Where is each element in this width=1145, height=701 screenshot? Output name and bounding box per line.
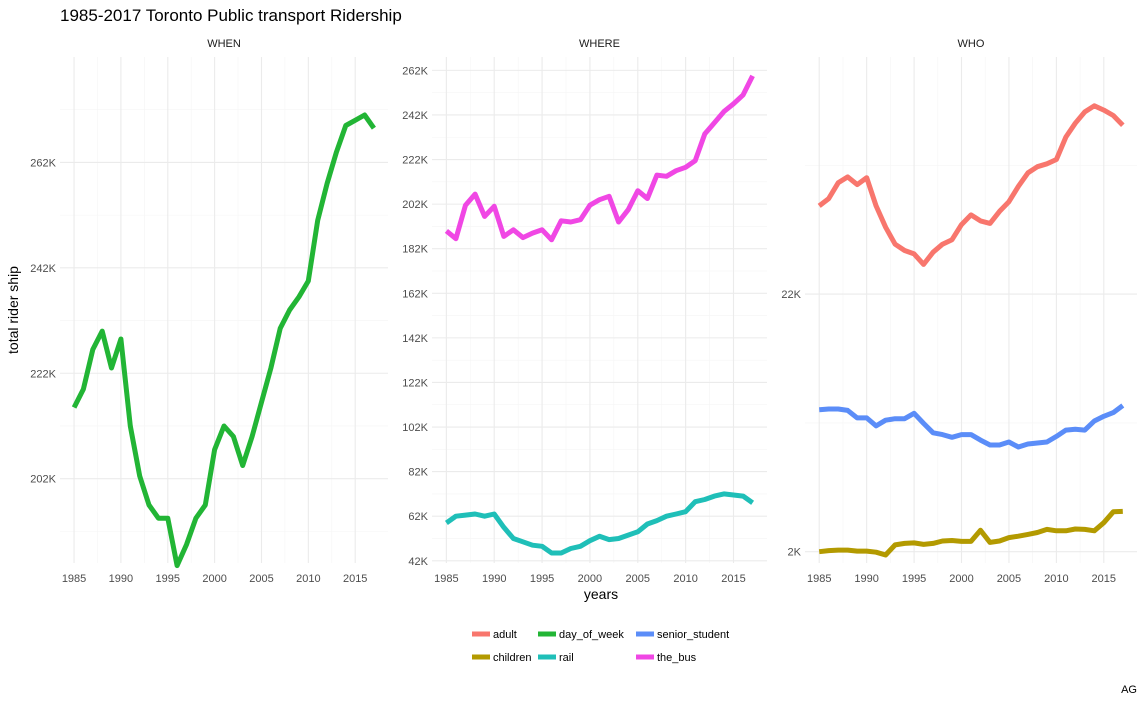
x-tick-label: 1990 xyxy=(854,573,878,585)
y-axis-title: total rider ship xyxy=(5,266,21,354)
y-tick-label: 122K xyxy=(402,377,428,389)
y-tick-label: 102K xyxy=(402,422,428,434)
x-tick-label: 1985 xyxy=(807,573,831,585)
strip-label: WHERE xyxy=(579,38,620,50)
y-tick-label: 162K xyxy=(402,288,428,300)
legend-item-day-of-week: day_of_week xyxy=(538,629,624,641)
legend-label: day_of_week xyxy=(559,629,624,641)
panel-who: WHO 1985 1990 1995 2000 2005 2010 2015 2K 22K xyxy=(781,38,1137,585)
x-tick-label: 1995 xyxy=(902,573,926,585)
legend-label: adult xyxy=(493,629,517,641)
caption: AG xyxy=(1121,684,1137,696)
series-line-adult xyxy=(817,103,1125,267)
x-tick-label: 2015 xyxy=(343,573,367,585)
x-tick-label: 2010 xyxy=(673,573,697,585)
legend-label: children xyxy=(493,652,532,664)
y-tick-label: 202K xyxy=(402,199,428,211)
series-line-children xyxy=(818,508,1123,558)
y-tick-label: 262K xyxy=(402,65,428,77)
series-line-the-bus xyxy=(444,74,755,243)
y-tick-label: 62K xyxy=(408,511,428,523)
x-tick-label: 2000 xyxy=(949,573,973,585)
legend-item-senior-student: senior_student xyxy=(636,629,729,641)
x-tick-label: 1995 xyxy=(156,573,180,585)
facet-panels: WHEN 1985 1990 1995 2000 2005 2010 2015 202K 222K… xyxy=(30,38,1137,585)
x-axis-title: years xyxy=(584,586,618,602)
strip-label: WHEN xyxy=(207,38,241,50)
x-tick-label: 2005 xyxy=(997,573,1021,585)
y-tick-label: 42K xyxy=(408,556,428,568)
panel-when: WHEN 1985 1990 1995 2000 2005 2010 2015 202K 222K… xyxy=(30,38,388,585)
x-tick-label: 2015 xyxy=(1092,573,1116,585)
series-line-day-of-week xyxy=(71,112,376,569)
x-tick-label: 1985 xyxy=(62,573,86,585)
legend-item-rail: rail xyxy=(538,652,574,664)
series-line-senior-student xyxy=(819,403,1125,450)
panel-where: WHERE 1985 1990 1995 2000 2005 2010 2015 42K 62K 8… xyxy=(402,38,767,585)
legend-label: the_bus xyxy=(657,652,697,664)
legend-item-adult: adult xyxy=(472,629,517,641)
legend-label: rail xyxy=(559,652,574,664)
y-tick-label: 222K xyxy=(402,155,428,167)
x-tick-label: 1985 xyxy=(434,573,458,585)
y-tick-label: 242K xyxy=(30,263,56,275)
y-tick-label: 82K xyxy=(408,467,428,479)
x-tick-label: 2010 xyxy=(296,573,320,585)
x-tick-label: 1990 xyxy=(482,573,506,585)
strip-label: WHO xyxy=(958,38,985,50)
legend: adult day_of_week senior_student children ra… xyxy=(472,629,729,664)
y-tick-label: 222K xyxy=(30,368,56,380)
y-tick-label: 22K xyxy=(781,289,801,301)
x-tick-label: 2010 xyxy=(1044,573,1068,585)
chart-title: 1985-2017 Toronto Public transport Rider… xyxy=(60,6,402,25)
x-tick-label: 2015 xyxy=(721,573,745,585)
series-line-rail xyxy=(444,491,755,556)
x-tick-label: 1995 xyxy=(530,573,554,585)
x-tick-label: 2000 xyxy=(578,573,602,585)
legend-item-children: children xyxy=(472,652,532,664)
y-tick-label: 202K xyxy=(30,474,56,486)
y-tick-label: 182K xyxy=(402,244,428,256)
x-tick-label: 2000 xyxy=(202,573,226,585)
legend-item-the-bus: the_bus xyxy=(636,652,697,664)
legend-label: senior_student xyxy=(657,629,729,641)
y-tick-label: 2K xyxy=(788,547,802,559)
y-tick-label: 242K xyxy=(402,110,428,122)
y-tick-label: 142K xyxy=(402,333,428,345)
x-tick-label: 1990 xyxy=(109,573,133,585)
x-tick-label: 2005 xyxy=(626,573,650,585)
x-tick-label: 2005 xyxy=(249,573,273,585)
y-tick-label: 262K xyxy=(30,157,56,169)
